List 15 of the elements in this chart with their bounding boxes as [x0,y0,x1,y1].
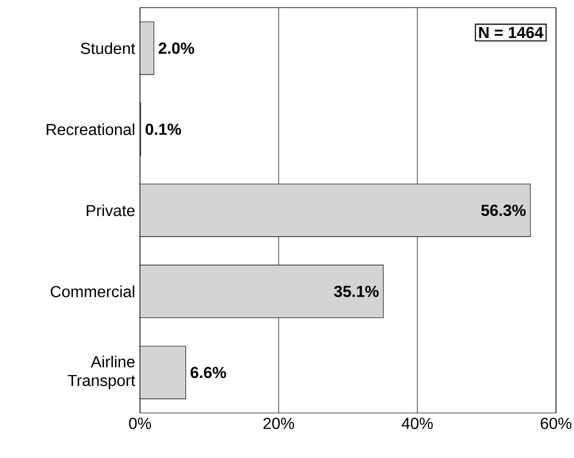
y-tick-label: Commercial [50,286,134,298]
x-tick-label: 60% [540,418,572,430]
data-label: 6.6% [190,366,226,378]
y-tick-label: Student [80,42,136,54]
y-tick-label: Recreational [46,123,134,136]
data-label: 56.3% [481,204,526,216]
x-tick-label: 20% [263,418,294,430]
data-label: 2.0% [158,42,194,54]
x-tick-label: 40% [402,418,433,430]
data-label: 35.1% [334,286,379,298]
y-tick-label: Private [86,204,135,216]
annotation: N = 1464 [479,26,544,38]
data-label: 0.1% [146,124,181,135]
x-tick-label: 0% [129,418,151,430]
y-tick-label: Airline Transport [68,356,136,390]
